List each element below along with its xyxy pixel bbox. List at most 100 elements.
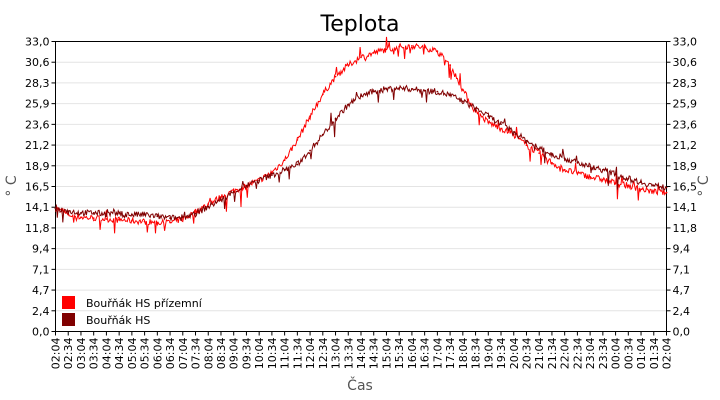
y-tick-label: 28,3 <box>673 77 698 90</box>
y-tick-label: 23,6 <box>25 118 50 131</box>
data-point <box>92 217 95 220</box>
x-tick-label: 18:34 <box>470 338 483 370</box>
x-tick-label: 01:34 <box>648 338 661 370</box>
data-point <box>143 220 146 223</box>
data-point <box>232 190 235 193</box>
data-point <box>398 45 401 48</box>
data-point <box>500 127 502 130</box>
series-2 <box>54 84 668 223</box>
x-tick-label: 14:04 <box>355 338 368 370</box>
chart-title: Teplota <box>320 12 400 37</box>
y-tick-label: 25,9 <box>25 98 50 111</box>
y-axis-label-right: ° C <box>696 175 712 196</box>
data-point <box>220 196 222 198</box>
x-tick-label: 22:04 <box>559 338 572 370</box>
y-tick-label: 7,1 <box>673 263 691 276</box>
data-point <box>449 64 452 67</box>
data-point <box>67 210 70 213</box>
series-line <box>55 84 667 223</box>
data-point <box>411 44 413 47</box>
y-tick-label: 18,9 <box>25 160 50 173</box>
x-tick-label: 16:04 <box>406 338 419 370</box>
data-point <box>194 211 197 213</box>
data-point <box>321 93 324 96</box>
legend-label: Bouřňák HS <box>86 314 150 327</box>
data-point <box>652 190 655 193</box>
x-tick-label: 17:34 <box>444 338 457 370</box>
x-tick-label: 19:34 <box>495 338 508 370</box>
data-point <box>105 212 108 215</box>
data-point <box>487 115 490 118</box>
data-point <box>372 52 375 54</box>
data-point <box>601 168 604 171</box>
data-point <box>512 131 515 133</box>
data-point <box>640 181 642 184</box>
series-1 <box>54 36 668 234</box>
x-tick-label: 20:34 <box>520 338 533 370</box>
data-point <box>169 217 171 220</box>
x-tick-label: 06:04 <box>151 338 164 370</box>
y-tick-label: 0,0 <box>32 326 50 339</box>
x-tick-label: 02:04 <box>661 338 674 370</box>
x-tick-label: 09:34 <box>240 338 253 370</box>
data-point <box>589 175 592 178</box>
x-tick-label: 23:04 <box>584 338 597 370</box>
data-point <box>627 184 630 187</box>
x-tick-label: 03:04 <box>75 338 88 370</box>
data-point <box>461 100 464 103</box>
legend-label: Bouřňák HS přízemní <box>86 297 203 310</box>
data-point <box>487 121 490 124</box>
x-tick-label: 16:34 <box>419 338 432 370</box>
y-tick-label: 16,5 <box>25 181 50 194</box>
x-tick-label: 00:04 <box>610 338 623 370</box>
data-point <box>220 198 222 201</box>
data-point <box>169 221 171 224</box>
y-tick-label: 25,9 <box>673 98 698 111</box>
y-tick-label: 28,3 <box>25 77 50 90</box>
y-tick-label: 7,1 <box>32 263 50 276</box>
x-tick-label: 14:34 <box>368 338 381 370</box>
data-point <box>105 218 108 220</box>
x-tick-label: 20:04 <box>508 338 521 370</box>
data-point <box>309 115 311 118</box>
data-point <box>576 161 579 164</box>
data-point <box>538 147 541 150</box>
data-point <box>80 216 82 219</box>
x-tick-label: 22:34 <box>571 338 584 370</box>
y-axis-label-left: ° C <box>4 175 20 196</box>
y-tick-label: 33,0 <box>25 36 50 49</box>
data-point <box>360 95 362 97</box>
data-point <box>283 168 286 171</box>
data-point <box>245 184 248 187</box>
x-tick-label: 04:34 <box>113 338 126 370</box>
grid-lines <box>55 61 667 312</box>
data-point <box>54 207 57 210</box>
data-point <box>474 107 477 110</box>
data-point <box>130 219 133 222</box>
x-tick-label: 15:04 <box>380 338 393 370</box>
data-point <box>385 48 388 51</box>
data-point <box>118 212 121 215</box>
x-axis: 02:04 02:34 03:04 03:34 04:04 04:34 05:04 05:34… <box>50 331 674 370</box>
data-point <box>80 211 82 214</box>
y-tick-label: 30,6 <box>25 56 50 69</box>
y-tick-label: 14,1 <box>673 201 698 214</box>
data-point <box>156 221 159 224</box>
x-tick-label: 21:04 <box>533 338 546 370</box>
data-point <box>334 117 337 120</box>
y-tick-label: 9,4 <box>673 243 691 256</box>
series-layer <box>54 36 668 234</box>
data-point <box>525 144 528 147</box>
data-point <box>360 56 362 59</box>
data-point <box>194 212 197 215</box>
x-tick-label: 09:04 <box>228 338 241 370</box>
x-tick-label: 00:34 <box>622 338 635 370</box>
data-point <box>92 211 95 214</box>
y-tick-label: 4,7 <box>673 284 691 297</box>
data-point <box>436 50 439 53</box>
data-point <box>423 46 426 49</box>
data-point <box>130 213 133 216</box>
x-tick-label: 13:34 <box>342 338 355 370</box>
data-point <box>563 168 566 171</box>
